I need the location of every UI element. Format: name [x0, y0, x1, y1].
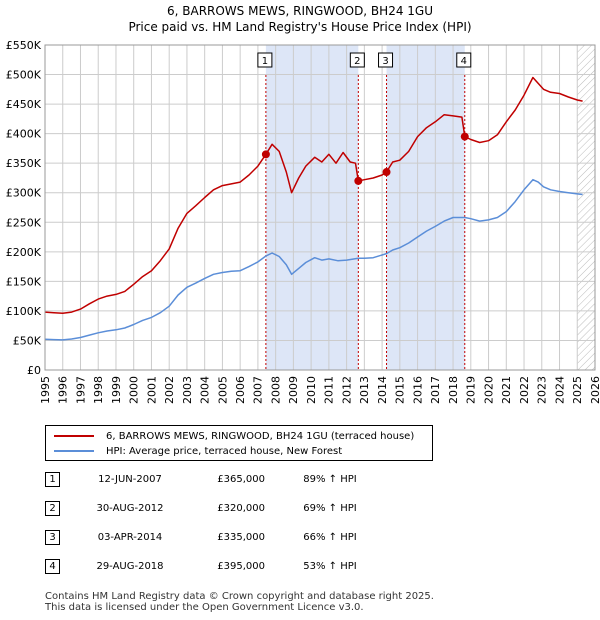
footer: Contains HM Land Registry data © Crown c…: [45, 591, 434, 613]
legend-swatch-hpi: [54, 450, 94, 452]
x-tick-label: 2010: [305, 376, 318, 404]
x-tick-label: 2004: [199, 376, 212, 404]
sale-marker: [354, 176, 363, 185]
shaded-period: [265, 45, 359, 370]
transaction-number: 3: [45, 530, 60, 545]
x-tick-label: 2021: [500, 376, 513, 404]
x-tick-label: 2017: [429, 376, 442, 404]
sale-marker: [261, 150, 270, 159]
y-tick-label: £50K: [13, 334, 42, 347]
y-tick-label: £400K: [6, 128, 42, 141]
price-paid-line: [44, 76, 583, 315]
transaction-date: 03-APR-2014: [97, 532, 163, 543]
x-tick-label: 1995: [39, 376, 52, 404]
transaction-hpi: 89% ↑ HPI: [303, 474, 357, 485]
plot-border: [44, 44, 596, 371]
footer-copyright: Contains HM Land Registry data © Crown c…: [45, 591, 434, 602]
x-tick-label: 2014: [376, 376, 389, 404]
x-tick-label: 2015: [394, 376, 407, 404]
x-tick-label: 2013: [358, 376, 371, 404]
transaction-row: 1 12-JUN-2007 £365,000 89% ↑ HPI: [45, 472, 405, 488]
transaction-hpi: 69% ↑ HPI: [303, 503, 357, 514]
x-tick-label: 2007: [252, 376, 265, 404]
x-tick-label: 2001: [145, 376, 158, 404]
x-tick-label: 2011: [323, 376, 336, 404]
y-tick-label: £550K: [6, 39, 42, 52]
x-tick-label: 2022: [518, 376, 531, 404]
sale-marker: [382, 168, 391, 177]
y-tick-label: £300K: [6, 187, 42, 200]
sale-label-box: [378, 52, 394, 68]
legend-label-price-paid: 6, BARROWS MEWS, RINGWOOD, BH24 1GU (ter…: [106, 430, 415, 442]
x-tick-label: 2012: [340, 376, 353, 404]
x-tick-label: 2026: [589, 376, 600, 404]
sale-label: 4: [461, 56, 467, 67]
transaction-number: 4: [45, 559, 60, 574]
legend-swatch-price-paid: [54, 435, 94, 437]
transaction-date: 29-AUG-2018: [96, 561, 164, 572]
footer-licence: This data is licensed under the Open Gov…: [45, 602, 364, 613]
legend-item-price-paid: 6, BARROWS MEWS, RINGWOOD, BH24 1GU (ter…: [54, 429, 414, 443]
x-tick-label: 2016: [411, 376, 424, 404]
y-tick-label: £500K: [6, 69, 42, 82]
x-tick-label: 2006: [234, 376, 247, 404]
transaction-date: 30-AUG-2012: [96, 503, 164, 514]
sale-label-box: [257, 52, 273, 68]
transaction-row: 4 29-AUG-2018 £395,000 53% ↑ HPI: [45, 559, 405, 575]
x-tick-label: 2024: [553, 376, 566, 404]
x-tick-label: 1998: [92, 376, 105, 404]
x-tick-label: 2008: [269, 376, 282, 404]
transaction-price: £395,000: [217, 561, 265, 572]
y-tick-label: £100K: [6, 305, 42, 318]
y-tick-label: £0: [27, 364, 41, 377]
x-tick-label: 1999: [110, 376, 123, 404]
sale-marker: [460, 132, 469, 141]
y-tick-label: £250K: [6, 216, 42, 229]
transaction-date: 12-JUN-2007: [98, 474, 162, 485]
x-tick-label: 1996: [57, 376, 70, 404]
y-tick-label: £450K: [6, 98, 42, 111]
transaction-number: 1: [45, 472, 60, 487]
transaction-price: £320,000: [217, 503, 265, 514]
x-tick-label: 2020: [482, 376, 495, 404]
sale-label: 1: [262, 56, 268, 67]
transaction-hpi: 66% ↑ HPI: [303, 532, 357, 543]
chart-title: 6, BARROWS MEWS, RINGWOOD, BH24 1GU: [166, 4, 433, 18]
x-tick-label: 2023: [536, 376, 549, 404]
y-tick-label: £200K: [6, 246, 42, 259]
transaction-price: £365,000: [217, 474, 265, 485]
x-tick-label: 2000: [128, 376, 141, 404]
legend-label-hpi: HPI: Average price, terraced house, New …: [106, 445, 343, 457]
y-tick-label: £350K: [6, 157, 42, 170]
chart-subtitle: Price paid vs. HM Land Registry's House …: [128, 20, 472, 34]
x-tick-label: 1997: [74, 376, 87, 404]
chart-area: 1 2 3 4 £0 £50K £100K £150K £200K £250K £300K £350…: [6, 39, 600, 404]
x-tick-label: 2025: [571, 376, 584, 404]
x-tick-label: 2009: [287, 376, 300, 404]
y-tick-label: £150K: [6, 275, 42, 288]
sale-label-box: [349, 52, 365, 68]
sale-label-box: [456, 52, 472, 68]
sale-label: 2: [354, 56, 360, 67]
legend-item-hpi: HPI: Average price, terraced house, New …: [54, 444, 342, 458]
x-tick-label: 2018: [447, 376, 460, 404]
x-tick-label: 2002: [163, 376, 176, 404]
x-tick-label: 2005: [216, 376, 229, 404]
transaction-hpi: 53% ↑ HPI: [303, 561, 357, 572]
transaction-price: £335,000: [217, 532, 265, 543]
hpi-line: [44, 178, 583, 341]
legend: 6, BARROWS MEWS, RINGWOOD, BH24 1GU (ter…: [45, 425, 433, 461]
transaction-number: 2: [45, 501, 60, 516]
x-tick-label: 2019: [465, 376, 478, 404]
transaction-row: 3 03-APR-2014 £335,000 66% ↑ HPI: [45, 530, 405, 546]
forecast-hatch: [577, 45, 595, 370]
transaction-row: 2 30-AUG-2012 £320,000 69% ↑ HPI: [45, 501, 405, 517]
x-tick-label: 2003: [181, 376, 194, 404]
sale-label: 3: [382, 56, 388, 67]
